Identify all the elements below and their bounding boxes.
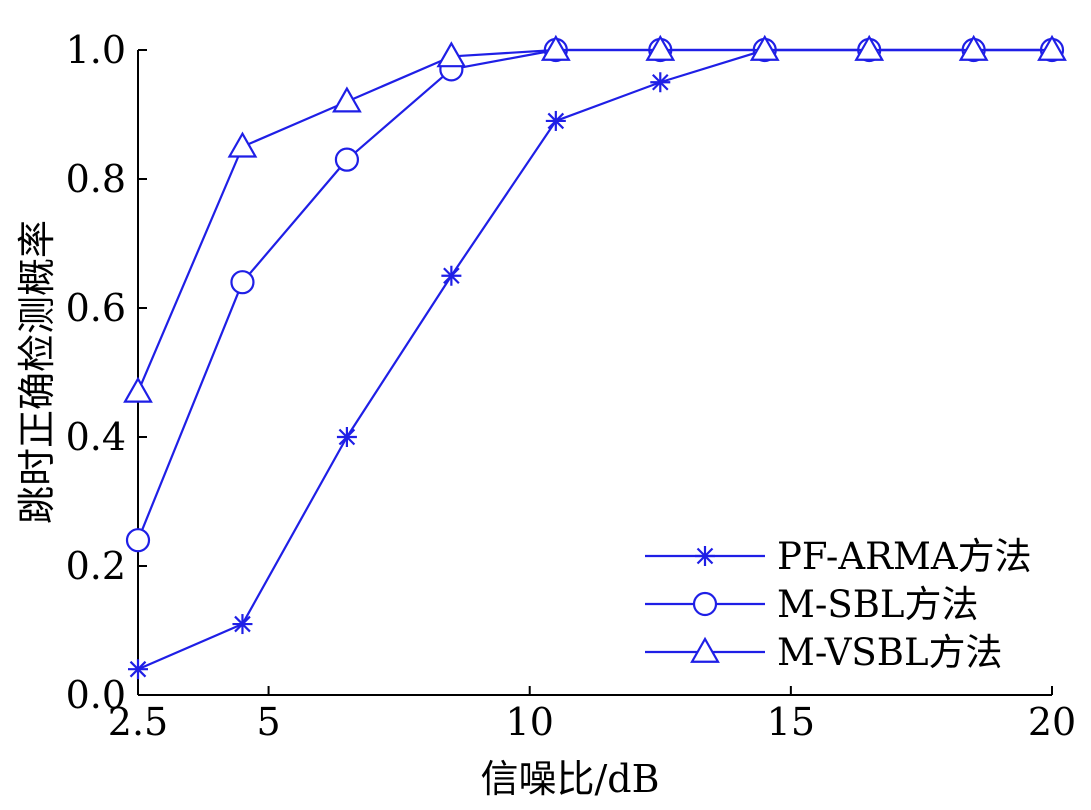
legend-marker-asterisk: [695, 546, 715, 566]
data-point-triangle: [749, 34, 780, 61]
y-tick-label: 0.8: [66, 157, 126, 201]
y-tick-label: 0.2: [66, 544, 126, 588]
x-axis-title: 信噪比/dB: [480, 757, 659, 801]
data-point-triangle: [436, 41, 467, 68]
y-axis-title: 跳时正确检测概率: [15, 220, 59, 524]
legend-entry: M-SBL方法: [645, 583, 979, 626]
data-point-triangle: [645, 34, 676, 61]
data-point-triangle: [332, 86, 362, 113]
data-point-triangle: [1037, 34, 1067, 61]
legend-label: M-SBL方法: [777, 583, 979, 626]
series-line: [136, 48, 1052, 541]
series-triangle: [123, 34, 1067, 403]
y-tick-label: 0.6: [66, 286, 126, 330]
legend-entry: PF-ARMA方法: [645, 535, 1032, 578]
data-point-asterisk: [650, 72, 671, 93]
legend: PF-ARMA方法 M-SBL方法 M-VSBL方法: [645, 535, 1032, 674]
data-point-triangle: [227, 131, 258, 158]
legend-marker-circle: [692, 591, 718, 617]
x-tick-label: 2.5: [108, 700, 168, 744]
series-layer: [123, 34, 1067, 680]
series-line: [136, 48, 1052, 393]
data-point-asterisk: [232, 614, 253, 635]
y-tick-label: 0.4: [66, 415, 126, 459]
data-point-asterisk: [545, 110, 566, 131]
data-point-asterisk: [336, 427, 357, 447]
x-tick-label: 5: [256, 700, 280, 744]
data-point-triangle: [854, 34, 885, 61]
data-point-circle: [334, 147, 360, 172]
data-point-asterisk: [128, 659, 148, 680]
y-tick-label: 1.0: [66, 28, 126, 72]
x-tick-label: 15: [767, 700, 815, 744]
legend-marker-triangle: [690, 636, 720, 663]
legend-label: M-VSBL方法: [777, 631, 1003, 674]
legend-entry: M-VSBL方法: [645, 631, 1003, 674]
data-point-triangle: [540, 34, 571, 61]
x-tick-label: 20: [1028, 700, 1076, 744]
legend-label: PF-ARMA方法: [777, 535, 1032, 578]
axes: 2.5 5 10 15 20 0.0 0.2 0.4 0.6 0.8 1.0: [66, 28, 1077, 744]
data-point-circle: [125, 528, 151, 553]
data-point-circle: [230, 270, 255, 295]
x-tick-label: 10: [506, 700, 554, 744]
data-point-triangle: [123, 376, 153, 403]
y-tick-label: 0.0: [66, 673, 126, 717]
data-point-asterisk: [441, 265, 462, 286]
data-point-triangle: [958, 34, 989, 61]
series-circle: [125, 37, 1065, 553]
